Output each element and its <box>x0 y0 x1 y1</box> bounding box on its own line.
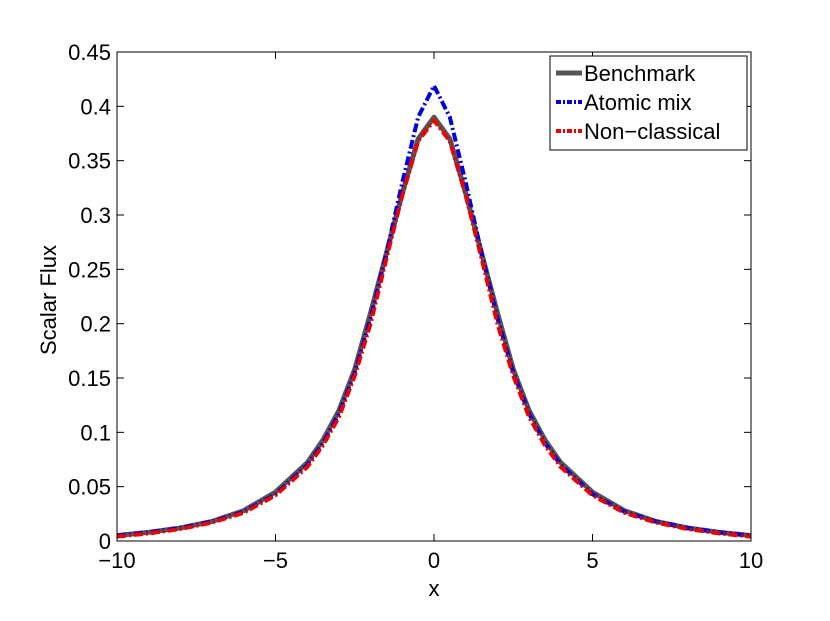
x-tick-label: −5 <box>263 548 288 573</box>
y-tick-label: 0.35 <box>68 149 111 174</box>
y-axis-label: Scalar Flux <box>36 245 61 355</box>
legend-label-1: Benchmark <box>584 61 696 86</box>
y-tick-label: 0.15 <box>68 366 111 391</box>
y-tick-label: 0.4 <box>80 94 111 119</box>
y-tick-label: 0.2 <box>80 312 111 337</box>
x-tick-label: −10 <box>98 548 135 573</box>
x-axis-label: x <box>429 576 440 601</box>
y-tick-label: 0 <box>99 529 111 554</box>
legend-label-3: Non−classical <box>584 119 720 144</box>
axes: −10 −5 0 5 10 0 0.05 0.1 0.15 0.2 0.25 0.3 0.35 0.4 0.… <box>68 40 763 573</box>
y-tick-label: 0.1 <box>80 420 111 445</box>
y-tick-label: 0.25 <box>68 257 111 282</box>
x-tick-label: 10 <box>739 548 763 573</box>
y-tick-label: 0.05 <box>68 475 111 500</box>
legend-label-2: Atomic mix <box>584 90 692 115</box>
x-tick-label: 0 <box>428 548 440 573</box>
y-tick-label: 0.3 <box>80 203 111 228</box>
x-tick-label: 5 <box>586 548 598 573</box>
y-tick-label: 0.45 <box>68 40 111 65</box>
series-line-3 <box>116 118 752 539</box>
series-layer <box>116 83 752 539</box>
legend: Benchmark Atomic mix Non−classical <box>549 55 748 151</box>
legend-box <box>549 55 748 151</box>
